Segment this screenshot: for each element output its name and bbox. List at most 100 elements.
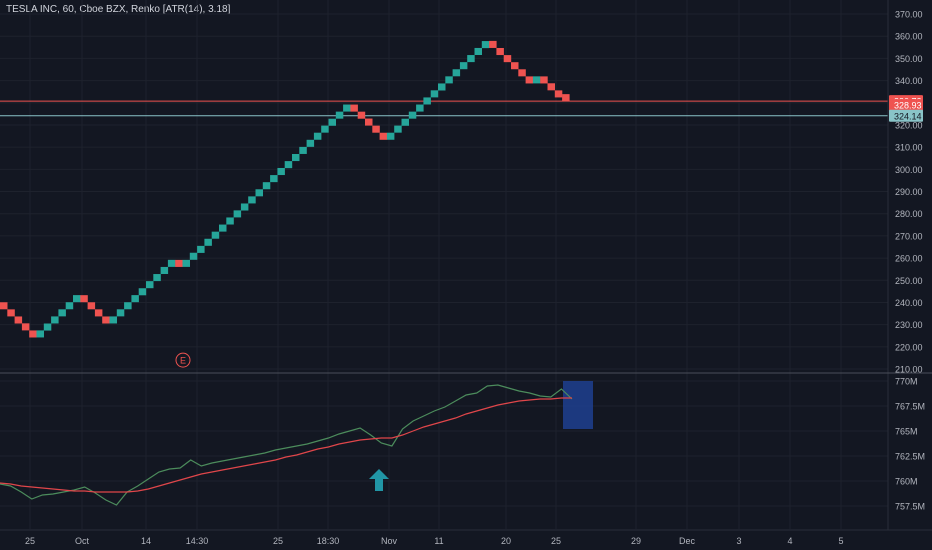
price-tick-label: 350.00 — [895, 54, 923, 64]
price-tick-label: 240.00 — [895, 298, 923, 308]
renko-bricks — [0, 40, 570, 338]
renko-brick — [36, 330, 44, 338]
renko-brick — [262, 182, 271, 190]
indicator-tick-label: 760M — [895, 477, 918, 487]
renko-brick — [29, 330, 37, 338]
price-lines — [0, 100, 888, 117]
renko-brick — [503, 55, 512, 63]
renko-brick — [175, 259, 183, 267]
renko-brick — [379, 132, 388, 140]
renko-brick — [138, 288, 147, 296]
renko-brick — [43, 323, 52, 331]
renko-brick — [270, 175, 278, 183]
renko-brick — [357, 111, 366, 119]
renko-brick — [343, 104, 351, 112]
renko-brick — [445, 76, 453, 84]
renko-brick — [14, 316, 23, 324]
renko-brick — [160, 266, 169, 274]
renko-brick — [65, 302, 74, 310]
annotations: E — [175, 352, 191, 368]
renko-brick — [204, 238, 212, 246]
renko-brick — [51, 316, 59, 324]
price-tick-label: 230.00 — [895, 320, 923, 330]
renko-brick — [328, 118, 336, 126]
renko-brick — [248, 196, 256, 204]
renko-brick — [182, 259, 190, 267]
renko-brick — [430, 90, 439, 98]
renko-brick — [467, 55, 475, 63]
renko-brick — [131, 295, 139, 303]
earnings-marker — [175, 352, 191, 368]
indicator-tick-label: 770M — [895, 377, 918, 387]
renko-brick — [540, 76, 548, 84]
renko-brick — [416, 104, 424, 112]
indicator-tick-label: 767.5M — [895, 402, 925, 412]
renko-brick — [562, 94, 570, 102]
renko-brick — [124, 302, 132, 310]
renko-brick — [335, 111, 344, 119]
grid-lines — [0, 0, 888, 529]
annotation-rectangle — [563, 381, 593, 429]
time-tick-label: 25 — [273, 536, 283, 546]
price-tick-label: 320.00 — [895, 120, 923, 130]
renko-brick — [372, 125, 380, 133]
renko-brick — [240, 203, 249, 211]
time-tick-label: Nov — [381, 536, 398, 546]
renko-brick — [58, 309, 66, 317]
indicator-line-red — [0, 397, 572, 493]
renko-brick — [518, 69, 526, 77]
renko-brick — [284, 161, 293, 169]
price-tick-label: 250.00 — [895, 276, 923, 286]
earnings-marker-label: E — [180, 356, 186, 366]
indicator-tick-label: 762.5M — [895, 452, 925, 462]
time-tick-label: 5 — [838, 536, 843, 546]
renko-brick — [452, 69, 461, 77]
time-tick-label: 4 — [787, 536, 792, 546]
price-tick-label: 310.00 — [895, 143, 923, 153]
price-tick-label: 340.00 — [895, 76, 923, 86]
time-tick-label: 3 — [736, 536, 741, 546]
price-tick-label: 210.00 — [895, 365, 923, 375]
renko-brick — [277, 167, 285, 176]
renko-brick — [511, 62, 519, 70]
price-label-box — [889, 109, 923, 122]
time-tick-label: 14 — [141, 536, 151, 546]
time-tick-label: 18:30 — [317, 536, 340, 546]
renko-brick — [547, 83, 555, 91]
renko-brick — [321, 125, 329, 133]
time-tick-label: 20 — [501, 536, 511, 546]
price-label-box — [889, 99, 923, 112]
renko-brick — [146, 281, 154, 289]
renko-brick — [313, 132, 322, 140]
renko-brick — [401, 118, 409, 126]
time-tick-label: 14:30 — [186, 536, 209, 546]
renko-brick — [365, 118, 373, 126]
renko-brick — [167, 259, 176, 267]
renko-brick — [532, 76, 541, 84]
time-tick-label: Dec — [679, 536, 696, 546]
renko-brick — [197, 245, 205, 253]
indicator-tick-label: 757.5M — [895, 502, 925, 512]
renko-brick — [292, 154, 300, 162]
renko-brick — [386, 132, 395, 140]
renko-brick — [459, 62, 468, 70]
price-tick-label: 360.00 — [895, 32, 923, 42]
indicator-line-green — [0, 384, 573, 506]
renko-brick — [7, 309, 15, 317]
renko-brick — [94, 309, 103, 317]
chart-title: TESLA INC, 60, Cboe BZX, Renko [ATR(14),… — [6, 4, 231, 15]
renko-brick — [481, 41, 490, 49]
renko-brick — [474, 47, 482, 56]
renko-brick — [438, 83, 446, 91]
renko-brick — [306, 139, 315, 147]
price-tick-label: 260.00 — [895, 254, 923, 264]
up-arrow-icon — [369, 469, 389, 491]
renko-brick — [350, 104, 358, 112]
renko-brick — [233, 210, 242, 218]
renko-brick — [525, 76, 534, 84]
renko-brick — [0, 302, 8, 310]
price-tick-label: 300.00 — [895, 165, 923, 175]
renko-brick — [73, 295, 81, 303]
